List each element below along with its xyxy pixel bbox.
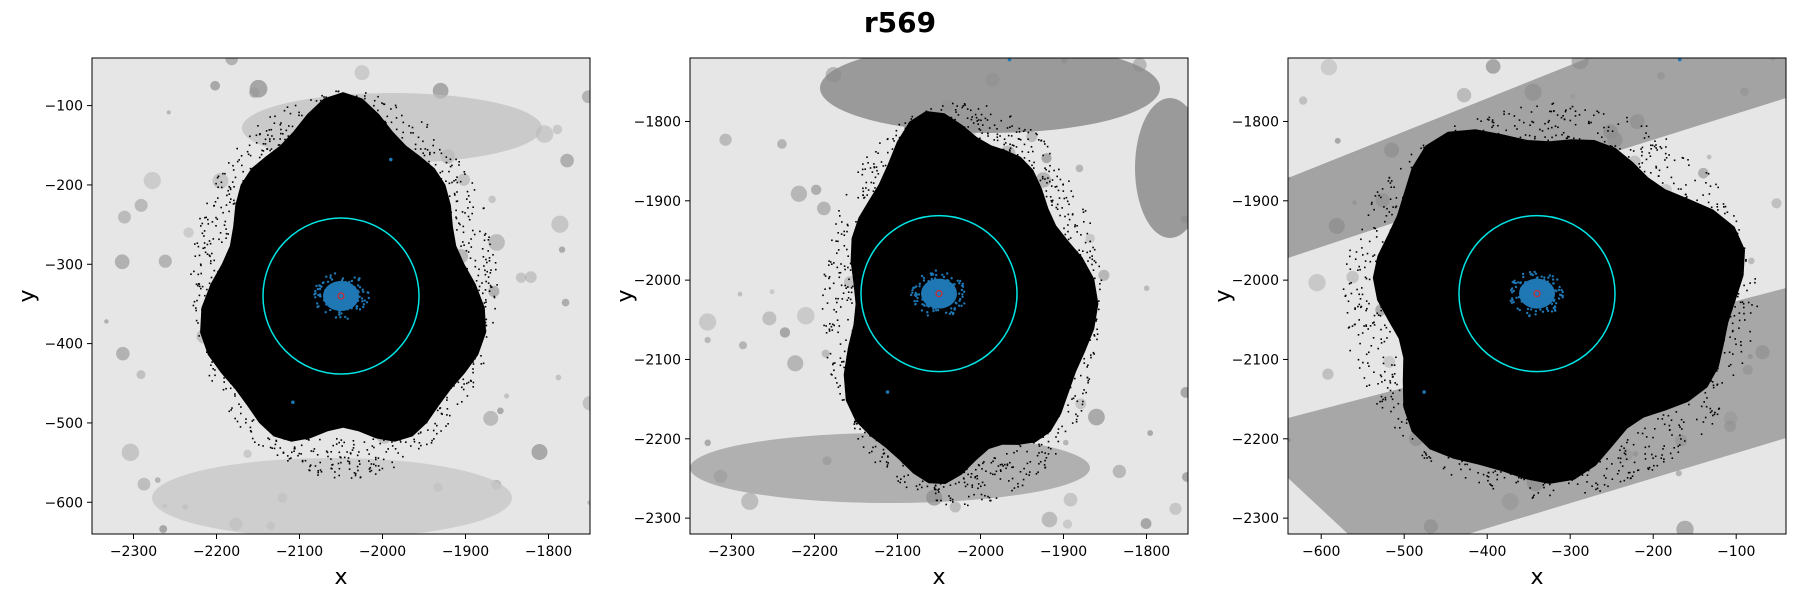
point-cloud <box>1342 102 1758 499</box>
scatter-panel-2: −2300 −2200 −2100 −2000 −1900 −1800 −2300 −2200… <box>613 57 1189 590</box>
y-tick-label: −2300 <box>634 511 681 527</box>
y-tick-label: −2100 <box>1232 352 1279 368</box>
core-points <box>1509 270 1564 318</box>
outlier-point <box>291 400 295 405</box>
center-marker <box>935 290 943 298</box>
axes-frame <box>689 57 1189 535</box>
x-tick-label: −2000 <box>957 544 1004 560</box>
y-tick-label: −100 <box>45 99 83 115</box>
x-tick-label: −2200 <box>193 544 240 560</box>
center-marker <box>1533 290 1541 298</box>
scatter-panel-1: −2300 −2200 −2100 −2000 −1900 −1800 −600 −500 −4… <box>15 57 591 590</box>
x-tick-label: −2300 <box>110 544 157 560</box>
core-points <box>313 272 370 320</box>
x-tick-label: −100 <box>1717 544 1755 560</box>
x-tick-label: −1800 <box>525 544 572 560</box>
center-marker <box>337 292 345 300</box>
point-cloud <box>821 102 1103 507</box>
x-tick-label: −2300 <box>708 544 755 560</box>
x-tick-label: −1800 <box>1123 544 1170 560</box>
core-points <box>910 269 966 317</box>
core-blob <box>323 281 359 311</box>
point-cloud-body <box>843 111 1099 484</box>
y-tick-label: −2200 <box>1232 432 1279 448</box>
y-tick-label: −1900 <box>1232 194 1279 210</box>
outlier-point <box>1677 58 1682 62</box>
y-tick-label: −2300 <box>1232 511 1279 527</box>
figure-title: r569 <box>863 6 937 39</box>
x-tick-label: −1900 <box>1040 544 1087 560</box>
point-cloud-body <box>1372 129 1745 484</box>
aperture-circle <box>860 214 1018 373</box>
point-cloud-body <box>200 92 487 442</box>
x-tick-label: −200 <box>1634 544 1672 560</box>
x-tick-label: −2100 <box>874 544 921 560</box>
x-tick-label: −2000 <box>359 544 406 560</box>
y-tick-label: −2100 <box>634 352 681 368</box>
aperture-circle <box>1458 214 1616 373</box>
y-axis-label: y <box>1211 289 1236 302</box>
y-tick-label: −1800 <box>634 114 681 130</box>
scatter-panel-3: −600 −500 −400 −300 −200 −100 −2300 −2200 −2100 −… <box>1211 57 1787 590</box>
x-tick-label: −2100 <box>276 544 323 560</box>
y-tick-label: −300 <box>45 257 83 273</box>
axes-frame <box>91 57 591 535</box>
x-axis-label: x <box>334 565 347 590</box>
core-blob <box>921 278 957 309</box>
y-axis-label: y <box>613 289 638 302</box>
x-axis-label: x <box>1530 565 1543 590</box>
y-tick-label: −400 <box>45 337 83 353</box>
x-tick-label: −1900 <box>442 544 489 560</box>
x-tick-label: −600 <box>1302 544 1340 560</box>
outlier-point <box>1422 390 1426 394</box>
x-tick-label: −2200 <box>791 544 838 560</box>
y-tick-label: −500 <box>45 416 83 432</box>
y-tick-label: −600 <box>45 495 83 511</box>
y-tick-label: −1900 <box>634 194 681 210</box>
y-tick-label: −2000 <box>1232 273 1279 289</box>
outlier-point <box>1007 58 1012 62</box>
outlier-point <box>885 390 890 394</box>
x-tick-label: −300 <box>1551 544 1589 560</box>
y-tick-label: −200 <box>45 178 83 194</box>
x-tick-label: −500 <box>1385 544 1423 560</box>
axes-frame <box>1287 57 1787 535</box>
y-tick-label: −1800 <box>1232 114 1279 130</box>
x-axis-label: x <box>932 565 945 590</box>
plot-area <box>92 58 590 534</box>
x-tick-label: −400 <box>1468 544 1506 560</box>
plot-area <box>690 58 1188 534</box>
plot-area <box>1288 58 1786 534</box>
y-tick-label: −2200 <box>634 432 681 448</box>
aperture-circle <box>262 217 420 375</box>
y-axis-label: y <box>15 289 40 302</box>
outlier-point <box>389 157 393 162</box>
y-tick-label: −2000 <box>634 273 681 289</box>
point-cloud <box>190 90 498 479</box>
